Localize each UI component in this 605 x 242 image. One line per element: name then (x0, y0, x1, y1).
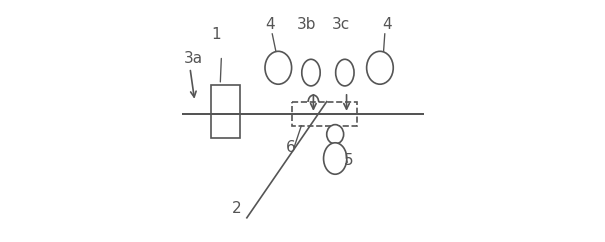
FancyBboxPatch shape (211, 85, 240, 138)
Ellipse shape (336, 59, 354, 86)
Text: 3b: 3b (296, 17, 316, 32)
Text: 4: 4 (265, 17, 275, 32)
Text: 5: 5 (344, 152, 353, 167)
Ellipse shape (265, 51, 292, 84)
Text: 3c: 3c (332, 17, 350, 32)
Ellipse shape (324, 143, 347, 174)
Ellipse shape (327, 125, 344, 144)
Ellipse shape (302, 59, 320, 86)
Ellipse shape (367, 51, 393, 84)
Text: 3a: 3a (184, 51, 203, 66)
Text: 4: 4 (382, 17, 392, 32)
FancyBboxPatch shape (292, 102, 357, 126)
Text: 6: 6 (286, 140, 295, 155)
Ellipse shape (308, 95, 319, 111)
Text: 1: 1 (212, 27, 221, 42)
Text: 2: 2 (232, 201, 242, 216)
